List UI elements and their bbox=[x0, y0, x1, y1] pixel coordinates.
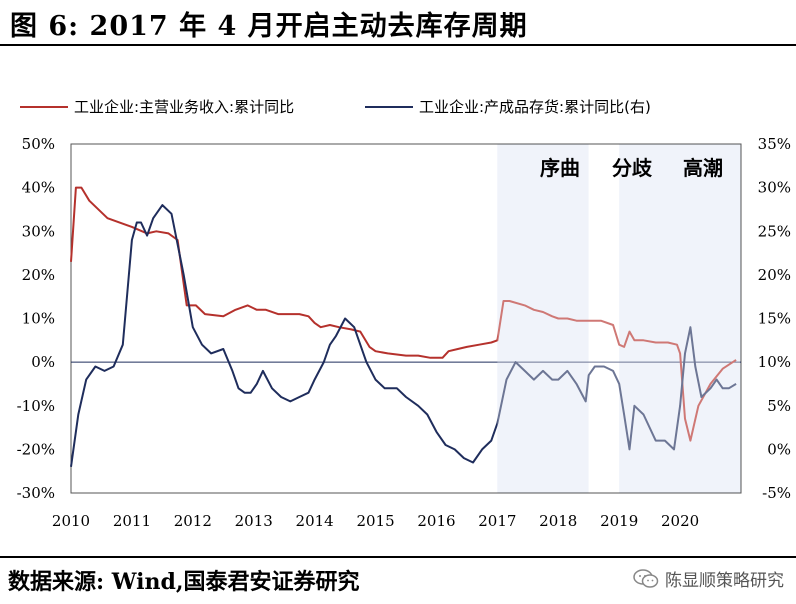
x-tick-label: 2019 bbox=[600, 512, 638, 530]
series-lines bbox=[70, 145, 740, 492]
y-right-tick-label: 10% bbox=[758, 353, 791, 371]
legend: 工业企业:主营业务收入:累计同比 工业企业:产成品存货:累计同比(右) bbox=[20, 98, 651, 116]
y-left-tick-label: 50% bbox=[22, 135, 55, 153]
phase-band-3 bbox=[619, 144, 741, 493]
phase-labels: 序曲 分歧 高潮 bbox=[540, 156, 723, 180]
x-tick-label: 2018 bbox=[539, 512, 577, 530]
legend-label-1: 工业企业:主营业务收入:累计同比 bbox=[74, 98, 294, 116]
watermark: 陈显顺策略研究 bbox=[633, 566, 784, 591]
phase-label-1: 序曲 bbox=[540, 156, 580, 180]
phase-fade-overlay bbox=[497, 145, 740, 492]
x-tick-label: 2015 bbox=[356, 512, 394, 530]
phase-label-2: 分歧 bbox=[612, 156, 653, 180]
dual-axis-line-chart: 2010 2011 2012 2013 2014 2015 2016 2017 2018 2019… bbox=[17, 98, 791, 530]
title-rule bbox=[0, 44, 796, 46]
phase-bands bbox=[497, 144, 741, 493]
y-right-tick-label: 20% bbox=[758, 266, 791, 284]
x-tick-label: 2016 bbox=[417, 512, 455, 530]
x-tick-label: 2013 bbox=[235, 512, 273, 530]
y-left-tick-label: 40% bbox=[22, 179, 55, 197]
series-line-1 bbox=[70, 186, 737, 442]
phase-label-3: 高潮 bbox=[683, 156, 723, 180]
y-right-tick-label: -5% bbox=[762, 484, 791, 502]
y-left-tick-label: 20% bbox=[22, 266, 55, 284]
x-tick-label: 2011 bbox=[113, 512, 151, 530]
y-right-tick-label: 0% bbox=[767, 440, 791, 458]
plot-frame bbox=[70, 143, 742, 494]
bottom-rule bbox=[0, 556, 796, 558]
legend-label-2: 工业企业:产成品存货:累计同比(右) bbox=[419, 98, 651, 116]
y-left-tick-label: -10% bbox=[17, 397, 55, 415]
y-right-tick-label: 30% bbox=[758, 179, 791, 197]
y-left-tick-label: 10% bbox=[22, 310, 55, 328]
x-tick-label: 2014 bbox=[296, 512, 334, 530]
source-note: 数据来源: Wind,国泰君安证券研究 bbox=[8, 569, 360, 595]
y-left-tick-label: -20% bbox=[17, 440, 55, 458]
x-tick-label: 2012 bbox=[174, 512, 212, 530]
figure-title: 图 6: 2017 年 4 月开启主动去库存周期 bbox=[10, 11, 528, 42]
y-right-tick-label: 5% bbox=[767, 397, 791, 415]
y-right-tick-label: 35% bbox=[758, 135, 791, 153]
y-right-tick-label: 15% bbox=[758, 310, 791, 328]
y-right-tick-label: 25% bbox=[758, 222, 791, 240]
phase-band-2 bbox=[588, 144, 620, 493]
y-left-tick-label: -30% bbox=[17, 484, 55, 502]
watermark-text: 陈显顺策略研究 bbox=[665, 571, 784, 591]
y-left-tick-label: 0% bbox=[31, 353, 55, 371]
x-tick-label: 2010 bbox=[52, 512, 90, 530]
axes: 2010 2011 2012 2013 2014 2015 2016 2017 2018 2019… bbox=[17, 135, 791, 530]
y-left-tick-label: 30% bbox=[22, 222, 55, 240]
x-tick-label: 2017 bbox=[478, 512, 516, 530]
phase-band-1 bbox=[497, 144, 589, 493]
series-line-2 bbox=[70, 204, 737, 467]
wechat-icon bbox=[633, 568, 659, 588]
x-tick-label: 2020 bbox=[661, 512, 699, 530]
